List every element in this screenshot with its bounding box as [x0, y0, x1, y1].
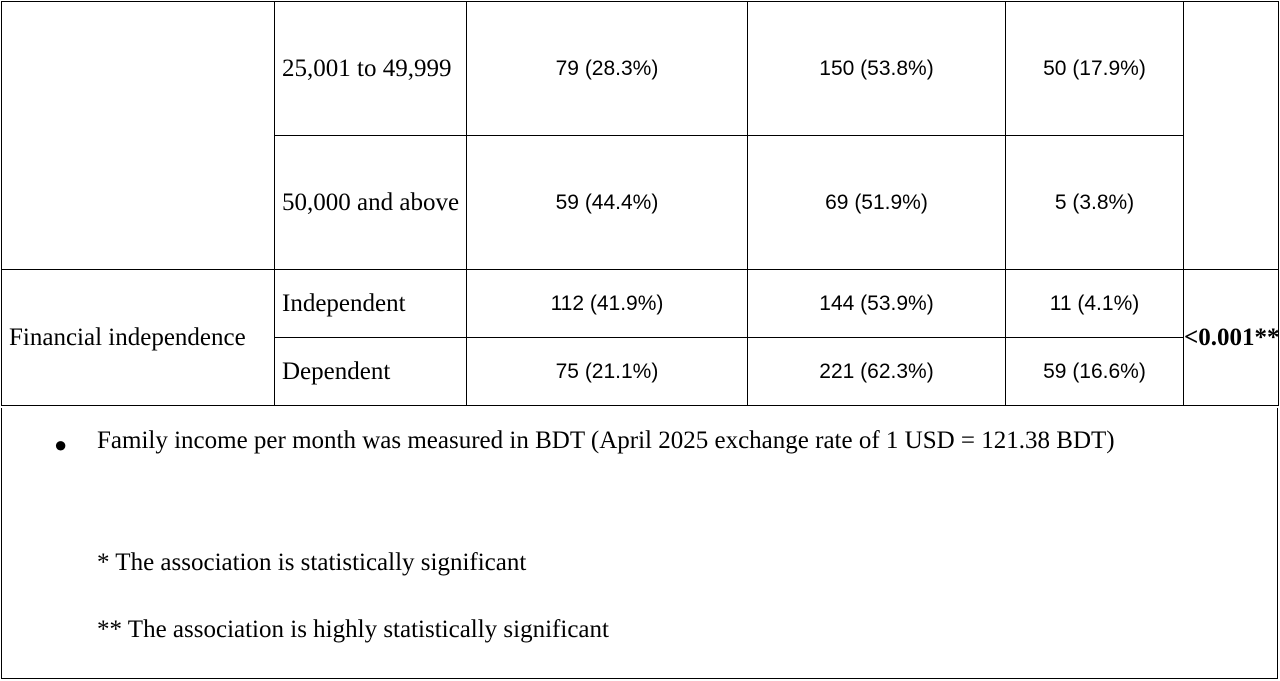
pvalue-cell: <0.001** — [1183, 269, 1280, 406]
pvalue-cell-empty — [1183, 1, 1279, 270]
table-row: Dependent 75 (21.1%) 221 (62.3%) 59 (16.… — [2, 337, 1279, 406]
count-cell: 221 (62.3%) — [747, 337, 1006, 406]
count-cell: 59 (44.4%) — [466, 135, 748, 270]
count-cell: 5 (3.8%) — [1005, 135, 1184, 270]
category-cell: Dependent — [274, 337, 467, 406]
count-cell: 11 (4.1%) — [1005, 269, 1184, 338]
table-row: Financial independence Independent 112 (… — [1, 269, 1280, 406]
income-note: Family income per month was measured in … — [97, 427, 1115, 454]
count-cell: 79 (28.3%) — [466, 1, 748, 136]
results-table: 25,001 to 49,999 79 (28.3%) 150 (53.8%) … — [1, 1, 1280, 406]
bullet-icon: ● — [54, 432, 68, 457]
variable-cell: Financial independence — [1, 269, 275, 406]
high-significance-note: ** The association is highly statistical… — [97, 616, 609, 643]
table-row: 50,000 and above 59 (44.4%) 69 (51.9%) 5… — [1, 135, 1279, 270]
table-notes: ● Family income per month was measured i… — [1, 408, 1278, 679]
count-cell: 75 (21.1%) — [466, 337, 748, 406]
count-cell: 69 (51.9%) — [747, 135, 1006, 270]
count-cell: 50 (17.9%) — [1005, 1, 1184, 136]
variable-cell-empty — [1, 1, 275, 136]
category-cell: 50,000 and above — [274, 135, 467, 270]
significance-note: * The association is statistically signi… — [97, 549, 527, 576]
count-cell: 59 (16.6%) — [1005, 337, 1184, 406]
count-cell: 112 (41.9%) — [466, 269, 748, 338]
count-cell: 150 (53.8%) — [747, 1, 1006, 136]
category-cell: Independent — [274, 269, 467, 338]
count-cell: 144 (53.9%) — [747, 269, 1006, 338]
variable-cell-empty — [1, 135, 275, 270]
table-row: 25,001 to 49,999 79 (28.3%) 150 (53.8%) … — [1, 1, 1279, 270]
category-cell: 25,001 to 49,999 — [274, 1, 467, 136]
